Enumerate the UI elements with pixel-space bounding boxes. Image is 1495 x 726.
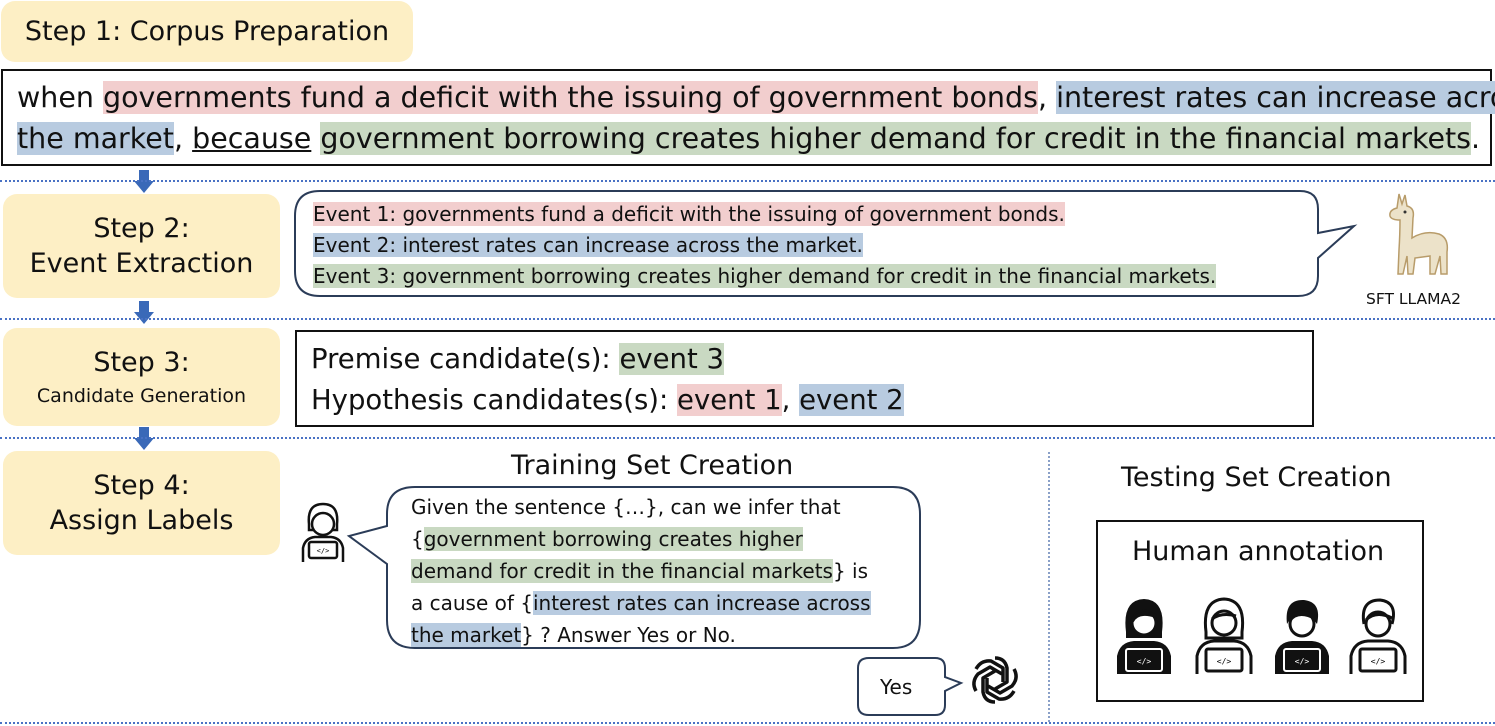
training-title: Training Set Creation <box>511 450 794 481</box>
sentence-comma: , <box>1037 81 1057 114</box>
sentence-line-1: when governments fund a deficit with the… <box>17 77 1495 118</box>
candidates-box: Premise candidate(s): event 3 Hypothesis… <box>295 330 1314 427</box>
svg-text:</>: </> <box>1217 657 1232 666</box>
human-annotation-label: Human annotation <box>1132 536 1385 567</box>
developer-icon: </> <box>301 502 345 562</box>
llama-icon <box>1389 193 1449 275</box>
prompt-is: } is <box>832 559 869 583</box>
answer-text: Yes <box>880 675 913 699</box>
step1-label: Step 1: Corpus Preparation <box>24 15 390 47</box>
hypothesis-label: Hypothesis candidates(s): <box>311 384 678 416</box>
step4-label-box: Step 4: Assign Labels <box>3 451 280 555</box>
prompt-line-1: Given the sentence {…}, can we infer tha… <box>411 495 841 519</box>
sentence-reason-clause: government borrowing creates higher dema… <box>320 122 1472 155</box>
premise-line: Premise candidate(s): event 3 <box>311 339 1312 380</box>
sentence-connective: because <box>192 122 312 155</box>
prompt-hypothesis-b: the market <box>411 623 522 647</box>
sentence-effect-clause-b: the market <box>17 122 174 155</box>
annotator-icon: </> <box>1275 599 1329 674</box>
openai-icon <box>972 656 1018 704</box>
answer-speech-bubble <box>857 657 964 716</box>
sentence-line-2: the market, because government borrowing… <box>17 118 1490 159</box>
sentence-comma-2: , <box>173 122 193 155</box>
step2-label-line1: Step 2: <box>93 212 190 244</box>
separator-1 <box>0 180 1495 182</box>
events-list: Event 1: governments fund a deficit with… <box>313 199 1217 292</box>
svg-text:</>: </> <box>317 547 330 555</box>
step2-label-line2: Event Extraction <box>29 248 254 279</box>
svg-text:</>: </> <box>1371 657 1386 666</box>
separator-4 <box>0 722 1495 724</box>
separator-2 <box>0 318 1495 320</box>
svg-text:</>: </> <box>1137 657 1152 666</box>
prompt-answer-instruction: } ? Answer Yes or No. <box>521 623 736 647</box>
step4-label-line2: Assign Labels <box>49 505 234 536</box>
annotator-icon: </> <box>1195 597 1253 674</box>
sentence-cause-clause: governments fund a deficit with the issu… <box>103 81 1038 114</box>
annotator-icon: </> <box>1117 599 1171 674</box>
prompt-brace: { <box>411 527 424 551</box>
hypothesis-value-2: event 2 <box>799 384 904 416</box>
vertical-separator <box>1048 452 1050 722</box>
step4-label-line1: Step 4: <box>93 469 190 501</box>
corpus-sentence-box: when governments fund a deficit with the… <box>1 69 1495 166</box>
step2-label-box: Step 2: Event Extraction <box>3 194 280 298</box>
prompt-premise-b: demand for credit in the financial marke… <box>411 559 833 583</box>
prompt-text: Given the sentence {…}, can we infer tha… <box>411 491 871 651</box>
hypothesis-separator: , <box>781 384 800 416</box>
hypothesis-value-1: event 1 <box>677 384 782 416</box>
annotator-icon: </> <box>1349 598 1407 674</box>
step3-label-line1: Step 3: <box>93 347 190 379</box>
down-arrow-icon <box>134 170 154 193</box>
event-2: Event 2: interest rates can increase acr… <box>313 233 863 257</box>
prompt-cause-of: a cause of { <box>411 591 533 615</box>
sentence-word-when: when <box>17 81 104 114</box>
sentence-effect-clause-a: interest rates can increase across <box>1056 81 1495 114</box>
down-arrow-icon <box>134 427 154 450</box>
hypothesis-line: Hypothesis candidates(s): event 1, event… <box>311 380 1312 421</box>
premise-value: event 3 <box>619 343 724 375</box>
event-1: Event 1: governments fund a deficit with… <box>313 202 1065 226</box>
svg-text:</>: </> <box>1295 657 1310 666</box>
sentence-period: . <box>1471 122 1481 155</box>
step3-label-box: Step 3: Candidate Generation <box>3 328 280 426</box>
step1-label-box: Step 1: Corpus Preparation <box>1 1 413 62</box>
down-arrow-icon <box>134 301 154 324</box>
step3-label-line2: Candidate Generation <box>36 385 247 408</box>
human-annotation-box: Human annotation </> </> </> </> <box>1096 520 1424 702</box>
model-label: SFT LLAMA2 <box>1366 290 1461 308</box>
testing-title: Testing Set Creation <box>1121 462 1392 493</box>
separator-3 <box>0 437 1495 439</box>
premise-label: Premise candidate(s): <box>311 343 620 375</box>
event-3: Event 3: government borrowing creates hi… <box>313 264 1217 288</box>
prompt-hypothesis-a: interest rates can increase across <box>532 591 871 615</box>
prompt-premise-a: government borrowing creates higher <box>423 527 803 551</box>
